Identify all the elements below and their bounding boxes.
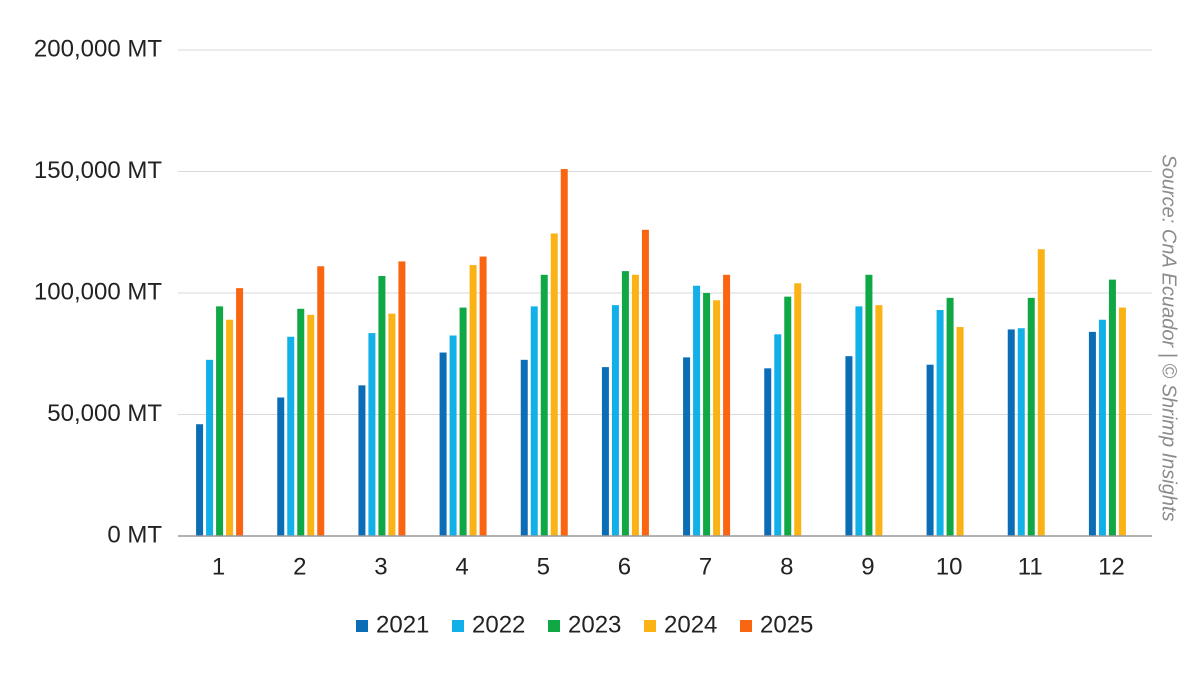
bar-2024-month-4 bbox=[469, 265, 477, 536]
bar-2023-month-11 bbox=[1027, 297, 1035, 536]
legend-swatch bbox=[356, 620, 368, 632]
bar-2023-month-8 bbox=[784, 296, 792, 536]
bar-2024-month-5 bbox=[550, 233, 558, 536]
axes: 0 MT 50,000 MT 100,000 MT 150,000 MT 200,000… bbox=[34, 35, 1152, 580]
legend-label: 2023 bbox=[568, 611, 621, 638]
x-tick-label: 1 bbox=[212, 553, 225, 580]
bar-2023-month-12 bbox=[1108, 279, 1116, 536]
x-tick-label: 10 bbox=[936, 553, 963, 580]
x-tick-label: 11 bbox=[1018, 553, 1043, 580]
bar-2021-month-10 bbox=[926, 364, 934, 536]
bar-2022-month-2 bbox=[287, 336, 295, 536]
legend-swatch bbox=[740, 620, 752, 632]
x-tick-label: 8 bbox=[780, 553, 793, 580]
bar-2021-month-8 bbox=[764, 368, 772, 536]
bar-2023-month-3 bbox=[378, 275, 386, 536]
bar-2022-month-9 bbox=[855, 306, 863, 536]
bar-2022-month-5 bbox=[530, 306, 538, 536]
bar-2022-month-10 bbox=[936, 310, 944, 536]
bar-2022-month-12 bbox=[1098, 319, 1106, 536]
bar-2025-month-1 bbox=[236, 288, 244, 536]
bar-2021-month-6 bbox=[601, 367, 609, 536]
gridlines bbox=[178, 49, 1152, 415]
bar-2023-month-10 bbox=[946, 297, 954, 536]
bar-2024-month-1 bbox=[226, 319, 234, 536]
x-tick-label: 7 bbox=[699, 553, 712, 580]
bar-2022-month-7 bbox=[693, 285, 701, 536]
legend-item-2023: 2023 bbox=[548, 611, 621, 638]
bar-2024-month-2 bbox=[307, 314, 315, 536]
y-tick-label: 0 MT bbox=[107, 521, 162, 548]
x-tick-label: 12 bbox=[1098, 553, 1125, 580]
bar-2024-month-7 bbox=[713, 300, 721, 536]
x-tick-label: 5 bbox=[537, 553, 550, 580]
bar-2021-month-7 bbox=[683, 357, 691, 536]
bar-2022-month-8 bbox=[774, 334, 782, 536]
legend-item-2024: 2024 bbox=[644, 611, 717, 638]
bar-2023-month-4 bbox=[459, 307, 467, 536]
x-tick-label: 3 bbox=[374, 553, 387, 580]
y-tick-label: 150,000 MT bbox=[34, 157, 162, 184]
bar-2022-month-6 bbox=[611, 305, 619, 536]
source-label: Source: CnA Ecuador | © Shrimp Insights bbox=[1158, 154, 1180, 521]
bar-2025-month-2 bbox=[317, 266, 325, 536]
legend: 2021 2022 2023 2024 2025 bbox=[356, 611, 813, 638]
legend-item-2025: 2025 bbox=[740, 611, 813, 638]
x-tick-label: 6 bbox=[618, 553, 631, 580]
legend-item-2022: 2022 bbox=[452, 611, 525, 638]
y-tick-label: 200,000 MT bbox=[34, 35, 162, 62]
bar-2023-month-6 bbox=[621, 271, 629, 536]
x-tick-label: 9 bbox=[861, 553, 874, 580]
bar-2024-month-12 bbox=[1118, 307, 1126, 536]
bar-2024-month-10 bbox=[956, 327, 964, 536]
legend-swatch bbox=[548, 620, 560, 632]
bar-2024-month-11 bbox=[1037, 249, 1045, 536]
bar-2024-month-3 bbox=[388, 313, 396, 536]
bar-2021-month-4 bbox=[439, 352, 447, 536]
bar-2022-month-4 bbox=[449, 335, 457, 536]
legend-label: 2021 bbox=[376, 611, 429, 638]
bar-2023-month-7 bbox=[703, 293, 711, 536]
bar-2021-month-12 bbox=[1088, 331, 1096, 536]
legend-label: 2024 bbox=[664, 611, 717, 638]
legend-label: 2022 bbox=[472, 611, 525, 638]
bar-2021-month-3 bbox=[358, 385, 366, 536]
y-tick-label: 50,000 MT bbox=[47, 400, 162, 427]
bar-2022-month-11 bbox=[1017, 328, 1025, 536]
bar-2025-month-7 bbox=[723, 274, 731, 536]
bar-2023-month-2 bbox=[297, 308, 305, 536]
bar-2021-month-5 bbox=[520, 359, 528, 536]
legend-swatch bbox=[452, 620, 464, 632]
bar-2025-month-4 bbox=[479, 256, 487, 536]
bar-2024-month-9 bbox=[875, 305, 883, 536]
x-tick-label: 4 bbox=[455, 553, 468, 580]
bar-2023-month-9 bbox=[865, 274, 873, 536]
bars bbox=[196, 169, 1126, 536]
legend-item-2021: 2021 bbox=[356, 611, 429, 638]
legend-label: 2025 bbox=[760, 611, 813, 638]
bar-2025-month-6 bbox=[641, 229, 649, 536]
legend-swatch bbox=[644, 620, 656, 632]
bar-2021-month-1 bbox=[196, 424, 204, 536]
bar-2021-month-2 bbox=[277, 397, 285, 536]
bar-2022-month-3 bbox=[368, 333, 376, 536]
bar-2024-month-6 bbox=[631, 274, 639, 536]
bar-2024-month-8 bbox=[794, 283, 802, 536]
y-tick-label: 100,000 MT bbox=[34, 278, 162, 305]
bar-2023-month-1 bbox=[216, 306, 224, 536]
bar-2023-month-5 bbox=[540, 274, 548, 536]
bar-2022-month-1 bbox=[206, 359, 214, 536]
bar-2025-month-3 bbox=[398, 261, 406, 536]
bar-2025-month-5 bbox=[560, 169, 568, 536]
bar-2021-month-9 bbox=[845, 356, 853, 536]
bar-2021-month-11 bbox=[1007, 329, 1015, 536]
x-tick-label: 2 bbox=[293, 553, 306, 580]
